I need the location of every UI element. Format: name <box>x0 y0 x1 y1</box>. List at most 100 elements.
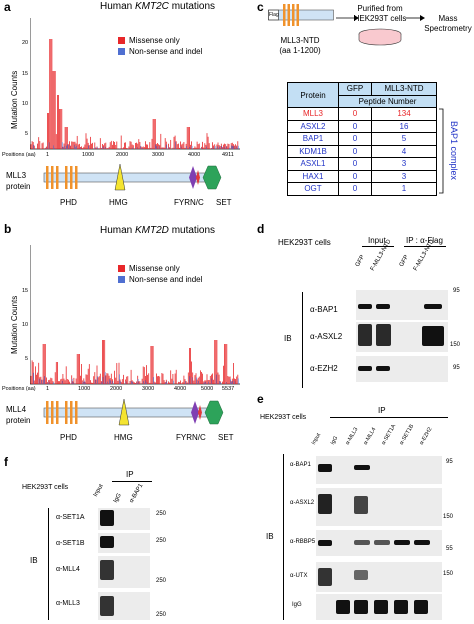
band <box>376 324 391 346</box>
col-gfp: GFP <box>338 82 372 96</box>
band <box>354 496 368 514</box>
panel-b-fyrn-label: FYRN/C <box>176 433 206 442</box>
legend-swatch-blue <box>118 48 125 55</box>
panel-a-xtick: 4000 <box>188 152 201 158</box>
band <box>376 366 390 371</box>
panel-c-construct <box>268 4 334 26</box>
fyrn-domain <box>191 401 199 424</box>
band <box>100 536 114 548</box>
protein-backbone <box>43 407 217 418</box>
panel-d-marker: 150 <box>450 342 461 348</box>
panel-b-phd-label: PHD <box>60 433 77 442</box>
panel-d-input-label: Input <box>368 236 386 245</box>
band <box>414 540 430 545</box>
band <box>354 600 368 614</box>
panel-f-blot-label: α-MLL3 <box>56 600 80 607</box>
bap1-complex-label: BAP1 complex <box>449 121 459 181</box>
phd-domains <box>283 4 299 26</box>
band <box>318 540 332 546</box>
panel-e-blot-label: α-ASXL2 <box>290 500 315 506</box>
panel-e-lane: α-SET1B <box>398 423 416 446</box>
panel-e-blot-rbbp5 <box>316 530 442 556</box>
band <box>424 304 442 309</box>
panel-d-blot-asxl2 <box>356 322 448 352</box>
panel-e-lane: α-MLL4 <box>362 426 378 446</box>
panel-b-xtick: 2000 <box>110 386 123 392</box>
panel-e-marker: 150 <box>443 514 454 520</box>
panel-f-ib-bracket <box>48 508 49 620</box>
panel-d-input-line <box>362 246 394 247</box>
gene-name: KMT2C <box>135 1 169 12</box>
panel-b-xtick: 3000 <box>142 386 155 392</box>
col-peptide: Peptide Number <box>338 94 437 108</box>
panel-f-marker: 250 <box>156 578 167 584</box>
panel-f-blot-label: α-SET1A <box>56 514 85 521</box>
panel-a-protein-schematic <box>43 163 222 191</box>
panel-d-lane: GFP <box>354 254 367 268</box>
panel-e-blot-label: IgG <box>292 602 302 608</box>
panel-f-blot-mll4 <box>98 556 150 588</box>
band <box>318 494 332 514</box>
panel-a-phd-label: PHD <box>60 198 77 207</box>
panel-a-ytick: 20 <box>22 40 29 46</box>
legend-missense: Missense only <box>118 264 202 273</box>
gene-name: KMT2D <box>135 225 169 236</box>
band <box>394 600 408 614</box>
panel-e-blot-label: α-BAP1 <box>290 462 311 468</box>
construct-backbone <box>278 9 334 21</box>
band <box>374 600 388 614</box>
col-ntd: MLL3-NTD <box>371 82 437 96</box>
workflow-arrows <box>336 15 425 46</box>
panel-a-xtick: 1000 <box>82 152 95 158</box>
table-row: ASXL2 0 16 <box>287 119 437 133</box>
panel-a-xtick: 3000 <box>152 152 165 158</box>
panel-d-ib: IB <box>284 334 292 343</box>
panel-e-letter: e <box>257 392 264 406</box>
panel-f-marker: 250 <box>156 612 167 618</box>
band <box>358 324 372 346</box>
panel-b-xlabel: Positions (aa) <box>2 386 36 392</box>
set-domain <box>202 165 222 190</box>
fyrc-domain <box>196 170 200 185</box>
band <box>358 366 372 371</box>
panel-f-blot-set1a <box>98 508 150 530</box>
panel-d-ib-bracket <box>302 292 303 388</box>
band <box>100 596 114 616</box>
panel-a-set-label: SET <box>216 198 232 207</box>
panel-f-lane: α-BAP1 <box>128 482 145 504</box>
panel-a-fyrn-label: FYRN/C <box>174 198 204 207</box>
band <box>354 570 368 580</box>
panel-b-hmg-label: HMG <box>114 433 133 442</box>
panel-e-lane: α-SET1A <box>380 423 398 446</box>
panel-b-xtick: 1 <box>46 386 50 392</box>
panel-e-blot-utx <box>316 562 442 592</box>
panel-e-cells: HEK293T cells <box>260 414 307 421</box>
panel-b-protein-schematic <box>43 398 224 426</box>
panel-f-letter: f <box>4 455 8 469</box>
panel-b-ytick: 15 <box>22 288 29 294</box>
table-row: MLL3 0 134 <box>287 107 437 121</box>
panel-a-xtick: 2000 <box>116 152 129 158</box>
panel-e-blot-igg <box>316 594 442 620</box>
band <box>394 540 410 545</box>
panel-f-blot-mll3 <box>98 592 150 620</box>
panel-a-xlabel: Positions (aa) <box>2 152 36 158</box>
hmg-domain <box>118 398 130 426</box>
band <box>318 568 332 586</box>
legend-swatch-red <box>118 37 125 44</box>
panel-a-legend: Missense only Non-sense and indel <box>118 36 202 56</box>
panel-f-lane: IgG <box>112 492 123 504</box>
panel-f-ip-line <box>112 481 152 482</box>
panel-a-ytick: 10 <box>22 101 29 107</box>
band <box>358 304 372 309</box>
panel-e-blot-label: α-RBBP5 <box>290 539 316 545</box>
band <box>354 465 370 470</box>
protein-backbone <box>43 172 215 183</box>
phd-domains <box>46 401 78 424</box>
table-row: BAP1 0 5 <box>287 132 437 146</box>
panel-e-marker: 55 <box>446 546 453 552</box>
panel-e-ip-line <box>330 417 448 418</box>
panel-a-ytick: 5 <box>25 131 29 137</box>
panel-b-protein-label: MLL4 protein <box>6 405 31 425</box>
table-row: KDM1B 0 4 <box>287 144 437 158</box>
